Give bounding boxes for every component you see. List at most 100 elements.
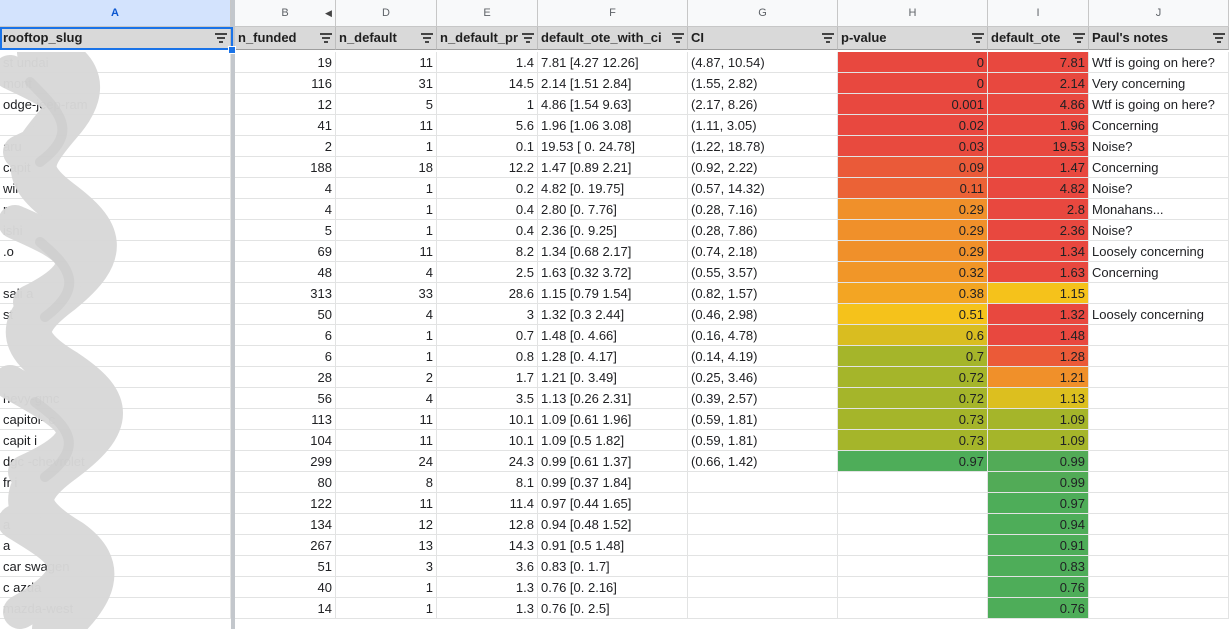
cell-n-funded[interactable]: 51: [235, 556, 336, 577]
cell-ci[interactable]: [688, 493, 838, 514]
cell-pauls-notes[interactable]: Very concerning: [1089, 73, 1229, 94]
cell-p-value[interactable]: 0.29: [838, 241, 988, 262]
cell-p-value[interactable]: 0.09: [838, 157, 988, 178]
cell-n-default[interactable]: 1: [336, 199, 437, 220]
cell-p-value[interactable]: [838, 535, 988, 556]
cell-n-funded[interactable]: 69: [235, 241, 336, 262]
cell-default-ote[interactable]: 4.86: [988, 94, 1089, 115]
cell-default-ote-with-ci[interactable]: 0.83 [0. 1.7]: [538, 556, 688, 577]
cell-ci[interactable]: (0.14, 4.19): [688, 346, 838, 367]
cell-pauls-notes[interactable]: [1089, 367, 1229, 388]
cell-default-ote-with-ci[interactable]: 0.99 [0.37 1.84]: [538, 472, 688, 493]
cell-ci[interactable]: (1.22, 18.78): [688, 136, 838, 157]
cell-p-value[interactable]: 0.6: [838, 325, 988, 346]
cell-p-value[interactable]: 0.72: [838, 367, 988, 388]
cell-n-funded[interactable]: 4: [235, 199, 336, 220]
cell-n-funded[interactable]: 113: [235, 409, 336, 430]
cell-n-default-pred[interactable]: 8.1: [437, 472, 538, 493]
cell-n-default-pred[interactable]: 8.2: [437, 241, 538, 262]
filter-icon[interactable]: [1213, 32, 1225, 44]
cell-n-funded[interactable]: 41: [235, 115, 336, 136]
cell-pauls-notes[interactable]: [1089, 577, 1229, 598]
cell-ci[interactable]: (4.87, 10.54): [688, 52, 838, 73]
cell-ci[interactable]: (0.59, 1.81): [688, 430, 838, 451]
cell-rooftop-slug[interactable]: st: [0, 304, 231, 325]
cell-default-ote[interactable]: 1.09: [988, 409, 1089, 430]
cell-n-funded[interactable]: 267: [235, 535, 336, 556]
filter-icon[interactable]: [1073, 32, 1085, 44]
cell-n-default-pred[interactable]: 0.2: [437, 178, 538, 199]
cell-p-value[interactable]: [838, 472, 988, 493]
cell-n-default-pred[interactable]: 24.3: [437, 451, 538, 472]
cell-p-value[interactable]: 0.7: [838, 346, 988, 367]
cell-rooftop-slug[interactable]: [0, 367, 231, 388]
cell-ci[interactable]: (0.92, 2.22): [688, 157, 838, 178]
cell-n-default-pred[interactable]: 1.4: [437, 52, 538, 73]
cell-p-value[interactable]: 0.38: [838, 283, 988, 304]
cell-default-ote-with-ci[interactable]: 19.53 [ 0. 24.78]: [538, 136, 688, 157]
cell-n-default-pred[interactable]: 10.1: [437, 430, 538, 451]
cell-rooftop-slug[interactable]: [0, 493, 231, 514]
cell-pauls-notes[interactable]: Concerning: [1089, 262, 1229, 283]
cell-p-value[interactable]: [838, 493, 988, 514]
cell-p-value[interactable]: 0.29: [838, 220, 988, 241]
cell-pauls-notes[interactable]: Noise?: [1089, 220, 1229, 241]
cell-rooftop-slug[interactable]: capit i: [0, 430, 231, 451]
cell-p-value[interactable]: [838, 514, 988, 535]
cell-ci[interactable]: (0.55, 3.57): [688, 262, 838, 283]
cell-p-value[interactable]: 0: [838, 73, 988, 94]
header-ci[interactable]: CI: [688, 27, 838, 50]
cell-default-ote-with-ci[interactable]: 0.94 [0.48 1.52]: [538, 514, 688, 535]
cell-ci[interactable]: (0.59, 1.81): [688, 409, 838, 430]
cell-pauls-notes[interactable]: [1089, 430, 1229, 451]
cell-default-ote[interactable]: 2.14: [988, 73, 1089, 94]
cell-pauls-notes[interactable]: Monahans...: [1089, 199, 1229, 220]
cell-default-ote-with-ci[interactable]: 7.81 [4.27 12.26]: [538, 52, 688, 73]
cell-n-default[interactable]: 11: [336, 241, 437, 262]
cell-rooftop-slug[interactable]: [0, 262, 231, 283]
cell-pauls-notes[interactable]: Concerning: [1089, 157, 1229, 178]
cell-default-ote[interactable]: 0.97: [988, 493, 1089, 514]
cell-n-default-pred[interactable]: 0.4: [437, 220, 538, 241]
cell-n-default[interactable]: 4: [336, 262, 437, 283]
cell-n-default[interactable]: 11: [336, 493, 437, 514]
cell-pauls-notes[interactable]: Wtf is going on here?: [1089, 52, 1229, 73]
header-n-funded[interactable]: n_funded: [235, 27, 336, 50]
cell-pauls-notes[interactable]: [1089, 514, 1229, 535]
cell-n-default-pred[interactable]: 5.6: [437, 115, 538, 136]
cell-n-default[interactable]: 1: [336, 136, 437, 157]
cell-pauls-notes[interactable]: [1089, 388, 1229, 409]
cell-p-value[interactable]: [838, 598, 988, 619]
cell-n-default-pred[interactable]: 0.7: [437, 325, 538, 346]
cell-default-ote-with-ci[interactable]: 1.48 [0. 4.66]: [538, 325, 688, 346]
cell-n-funded[interactable]: 6: [235, 346, 336, 367]
cell-n-funded[interactable]: 122: [235, 493, 336, 514]
header-p-value[interactable]: p-value: [838, 27, 988, 50]
cell-ci[interactable]: [688, 598, 838, 619]
cell-ci[interactable]: (0.66, 1.42): [688, 451, 838, 472]
cell-n-default-pred[interactable]: 3.6: [437, 556, 538, 577]
cell-pauls-notes[interactable]: Loosely concerning: [1089, 304, 1229, 325]
cell-n-default-pred[interactable]: 0.4: [437, 199, 538, 220]
cell-default-ote[interactable]: 1.32: [988, 304, 1089, 325]
cell-default-ote[interactable]: 1.63: [988, 262, 1089, 283]
column-letter-a[interactable]: A: [0, 0, 231, 27]
cell-n-default[interactable]: 1: [336, 178, 437, 199]
cell-default-ote-with-ci[interactable]: 1.34 [0.68 2.17]: [538, 241, 688, 262]
cell-n-funded[interactable]: 14: [235, 598, 336, 619]
cell-default-ote-with-ci[interactable]: 2.14 [1.51 2.84]: [538, 73, 688, 94]
cell-default-ote[interactable]: 0.94: [988, 514, 1089, 535]
cell-n-funded[interactable]: 299: [235, 451, 336, 472]
cell-n-default[interactable]: 11: [336, 115, 437, 136]
cell-default-ote-with-ci[interactable]: 1.13 [0.26 2.31]: [538, 388, 688, 409]
column-letter-i[interactable]: I: [988, 0, 1089, 27]
cell-pauls-notes[interactable]: [1089, 325, 1229, 346]
cell-default-ote-with-ci[interactable]: 1.32 [0.3 2.44]: [538, 304, 688, 325]
filter-icon[interactable]: [215, 32, 227, 44]
filter-icon[interactable]: [972, 32, 984, 44]
cell-p-value[interactable]: 0.001: [838, 94, 988, 115]
cell-n-funded[interactable]: 80: [235, 472, 336, 493]
cell-rooftop-slug[interactable]: wil: [0, 178, 231, 199]
cell-pauls-notes[interactable]: Noise?: [1089, 178, 1229, 199]
